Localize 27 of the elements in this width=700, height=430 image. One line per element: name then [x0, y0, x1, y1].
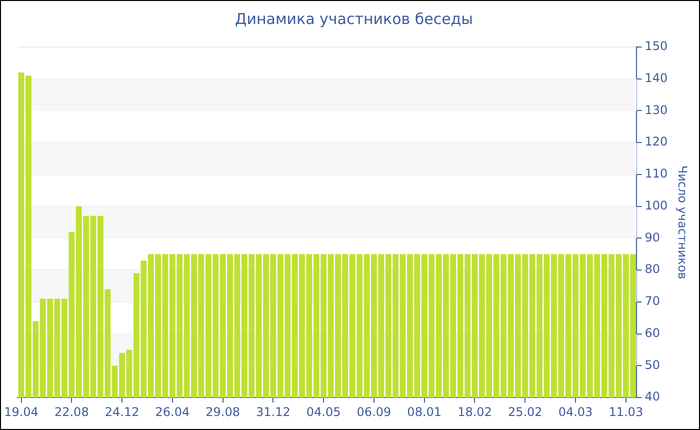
y-tick-label: 140 [644, 71, 668, 85]
y-tick-label: 150 [644, 39, 668, 54]
chart-title: Динамика участников беседы [234, 10, 474, 28]
y-tick-label: 90 [644, 230, 660, 244]
y-tick-label: 100 [644, 198, 668, 212]
x-tick-label: 11.03 [608, 404, 644, 419]
x-tick-label: 19.04 [4, 404, 38, 419]
y-tick-label: 130 [644, 102, 668, 117]
x-tick-label: 31.12 [256, 404, 290, 419]
y-axis-title: Число участников [676, 165, 690, 280]
y-tick-label: 110 [644, 166, 668, 181]
y-tick-label: 60 [644, 326, 660, 340]
x-tick-label: 04.03 [558, 404, 593, 419]
x-tick-label: 29.08 [206, 404, 240, 419]
x-tick-label: 24.12 [104, 404, 140, 419]
y-tick-label: 70 [644, 294, 660, 308]
x-tick-label: 22.08 [54, 404, 89, 419]
x-tick-label: 06.09 [356, 404, 392, 419]
y-tick-label: 120 [644, 134, 668, 149]
y-tick-label: 50 [644, 358, 660, 372]
x-tick-label: 25.02 [508, 404, 542, 419]
x-tick-label: 18.02 [458, 404, 492, 419]
y-tick-label: 80 [644, 262, 660, 276]
x-tick-label: 04.05 [306, 404, 341, 419]
x-tick-label: 08.01 [407, 404, 442, 419]
x-tick-label: 26.04 [155, 404, 190, 419]
y-tick-label: 40 [644, 390, 660, 404]
